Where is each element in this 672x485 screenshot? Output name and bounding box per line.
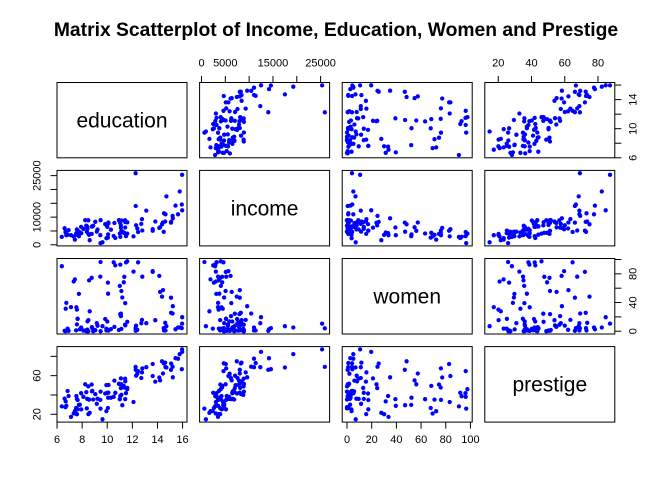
svg-text:16: 16 [176, 434, 188, 446]
svg-text:0: 0 [627, 328, 639, 334]
svg-text:women: women [372, 286, 441, 309]
svg-text:6: 6 [627, 155, 639, 161]
svg-text:14: 14 [151, 434, 163, 446]
svg-text:6: 6 [54, 434, 60, 446]
svg-text:80: 80 [627, 268, 639, 280]
svg-text:10000: 10000 [31, 202, 43, 233]
svg-text:80: 80 [440, 434, 452, 446]
svg-text:20: 20 [366, 434, 378, 446]
svg-text:prestige: prestige [512, 374, 587, 397]
svg-text:80: 80 [592, 58, 604, 70]
svg-text:15000: 15000 [258, 58, 289, 70]
svg-text:20: 20 [492, 58, 504, 70]
svg-text:20: 20 [31, 408, 43, 420]
svg-text:5000: 5000 [213, 58, 237, 70]
svg-text:Matrix Scatterplot of Income,: Matrix Scatterplot of Income, Education,… [54, 20, 619, 41]
svg-text:25000: 25000 [305, 58, 336, 70]
svg-text:40: 40 [627, 296, 639, 308]
svg-text:60: 60 [559, 58, 571, 70]
svg-text:income: income [231, 198, 299, 221]
svg-text:60: 60 [415, 434, 427, 446]
svg-text:100: 100 [461, 434, 479, 446]
svg-text:10: 10 [101, 434, 113, 446]
svg-text:25000: 25000 [31, 160, 43, 191]
svg-text:40: 40 [390, 434, 402, 446]
svg-text:0: 0 [344, 434, 350, 446]
svg-text:14: 14 [627, 93, 639, 105]
svg-text:10: 10 [627, 123, 639, 135]
svg-text:40: 40 [525, 58, 537, 70]
svg-text:0: 0 [198, 58, 204, 70]
svg-text:education: education [76, 110, 167, 133]
svg-text:60: 60 [31, 370, 43, 382]
svg-text:12: 12 [126, 434, 138, 446]
svg-text:8: 8 [79, 434, 85, 446]
svg-text:0: 0 [31, 242, 43, 248]
